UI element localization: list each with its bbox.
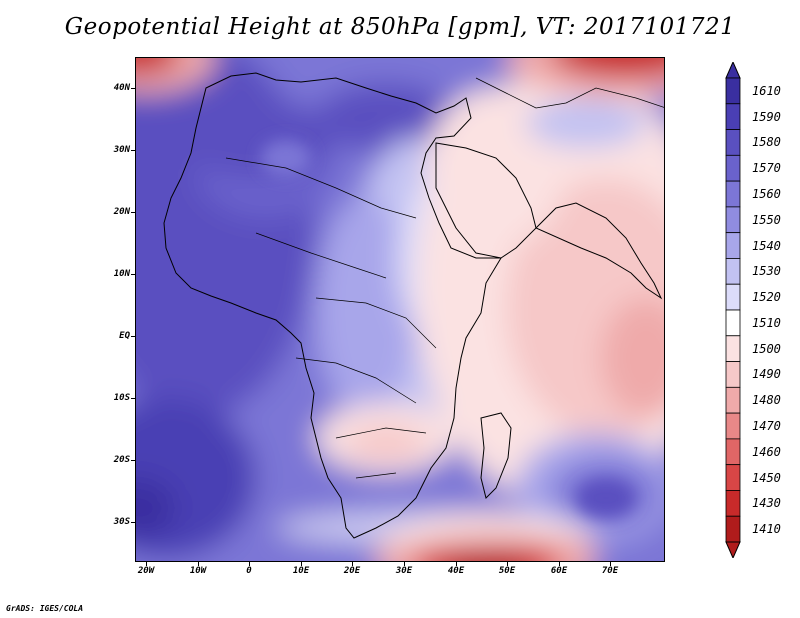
colorbar-label: 1430 (752, 496, 781, 511)
colorbar-swatch (725, 258, 741, 285)
lat-tick (131, 274, 135, 275)
lon-tick (404, 562, 405, 566)
colorbar-swatch (725, 232, 741, 259)
lon-tick (301, 562, 302, 566)
lat-tick (131, 212, 135, 213)
colorbar-swatch (725, 309, 741, 337)
lat-label: 20S (113, 455, 130, 465)
colorbar-label: 1450 (752, 470, 781, 485)
colorbar-swatch (725, 464, 741, 491)
colorbar-swatch (725, 77, 741, 105)
lon-label: 20E (343, 566, 361, 576)
lat-label: 30S (113, 517, 130, 527)
colorbar-swatch (725, 335, 741, 362)
lon-tick (249, 562, 250, 566)
lon-tick (507, 562, 508, 566)
colorbar-label: 1470 (752, 419, 781, 433)
lon-label: 60E (550, 566, 568, 576)
lon-label: 40E (447, 566, 465, 576)
lat-tick (131, 150, 135, 151)
colorbar-label: 1480 (752, 393, 781, 408)
lat-tick (131, 460, 135, 461)
lon-tick (352, 562, 353, 566)
credit-text: GrADS: IGES/COLA (6, 604, 84, 613)
lat-tick (131, 336, 135, 337)
colorbar-label: 1490 (752, 367, 781, 382)
colorbar-label: 1530 (752, 264, 781, 279)
colorbar-swatch (725, 361, 741, 388)
lon-tick (146, 562, 147, 566)
colorbar-label: 1520 (752, 290, 781, 305)
colorbar-swatch (725, 438, 741, 466)
colorbar-label: 1570 (752, 161, 781, 176)
colorbar-label: 1560 (752, 187, 781, 201)
chart-title: Geopotential Height at 850hPa [gpm], VT:… (64, 14, 736, 40)
lon-label: 50E (498, 566, 516, 576)
colorbar-swatch (725, 103, 741, 130)
geopotential-map (136, 58, 664, 561)
colorbar-swatch (725, 129, 741, 156)
lon-label: 20W (137, 566, 155, 576)
lon-tick (559, 562, 560, 566)
colorbar (725, 62, 741, 558)
lon-label: 0 (246, 566, 252, 576)
lon-label: 10W (189, 566, 207, 576)
colorbar-label: 1590 (752, 109, 781, 124)
colorbar-label: 1540 (752, 238, 781, 253)
lat-label: 30N (113, 145, 130, 155)
colorbar-label: 1460 (752, 444, 781, 459)
lat-label: 10S (113, 393, 130, 403)
lon-label: 70E (601, 566, 619, 576)
colorbar-label: 1410 (752, 522, 781, 537)
colorbar-swatch (725, 386, 741, 414)
colorbar-label: 1580 (752, 135, 781, 150)
colorbar-label: 1500 (752, 341, 781, 356)
colorbar-arrow-top (725, 62, 741, 79)
colorbar-swatch (725, 490, 741, 517)
map-plot (135, 57, 665, 562)
lon-label: 10E (292, 566, 310, 576)
lat-tick (131, 522, 135, 523)
lon-tick (610, 562, 611, 566)
colorbar-swatch (725, 412, 741, 440)
colorbar-label: 1510 (752, 315, 781, 330)
colorbar-swatch (725, 515, 741, 543)
colorbar-swatch (725, 283, 741, 311)
colorbar-swatch (725, 206, 741, 234)
lat-label: 40N (113, 83, 130, 93)
lat-label: 10N (113, 269, 130, 279)
lon-label: 30E (395, 566, 413, 576)
colorbar-label: 1550 (752, 212, 781, 227)
lat-tick (131, 88, 135, 89)
lon-tick (456, 562, 457, 566)
colorbar-label: 1610 (752, 83, 781, 98)
colorbar-swatch (725, 180, 741, 208)
lon-tick (198, 562, 199, 566)
lat-label: 20N (113, 207, 130, 217)
lat-label: EQ (119, 331, 130, 341)
lat-tick (131, 398, 135, 399)
colorbar-swatch (725, 154, 741, 182)
coastlines (163, 72, 664, 539)
colorbar-arrow-bottom (725, 541, 741, 558)
